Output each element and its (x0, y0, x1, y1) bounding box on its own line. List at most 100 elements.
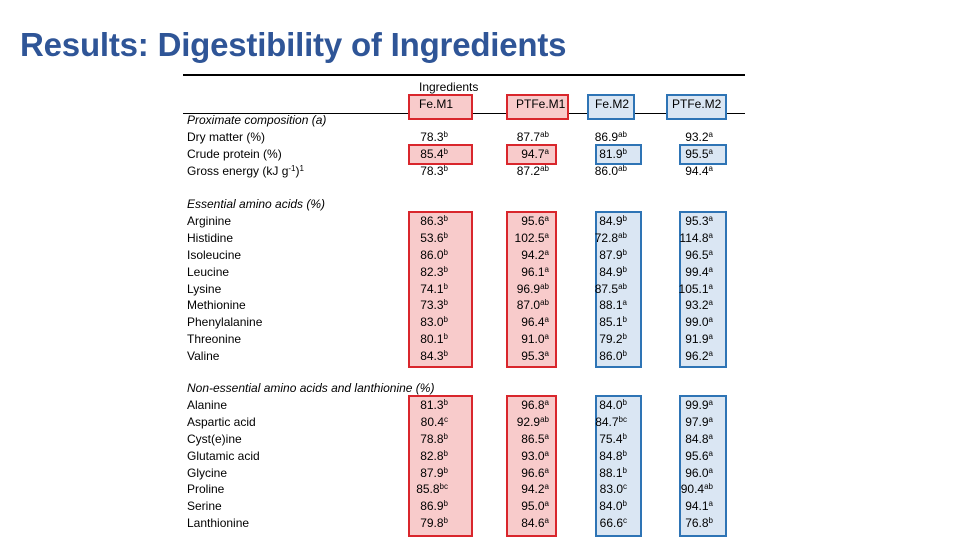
significance-letter: b (443, 315, 448, 325)
value-number: 95.3 (521, 349, 545, 364)
value-number: 79.2 (599, 332, 623, 347)
significance-letter: b (443, 129, 448, 139)
significance-letter: a (544, 264, 549, 274)
row-label: Glycine (187, 465, 227, 482)
significance-letter: b (622, 264, 627, 274)
value-number: 94.1 (685, 499, 709, 514)
nonessential-box-fem1 (408, 395, 473, 537)
row-label-text: Valine (187, 349, 220, 364)
value-number: 74.1 (420, 281, 444, 296)
significance-letter: a (708, 264, 713, 274)
significance-letter: b (443, 349, 448, 359)
row-label-text: Lysine (187, 281, 222, 296)
significance-letter: b (622, 213, 627, 223)
significance-letter: b (622, 465, 627, 475)
value-number: 85.4 (420, 146, 444, 161)
significance-letter: b (443, 264, 448, 274)
column-header: Fe.M2 (595, 97, 630, 111)
nonessential-box-ptfem1 (506, 395, 557, 537)
significance-letter: b (443, 332, 448, 342)
value-number: 94.2 (521, 247, 545, 262)
value-cell: 87.5ab (595, 281, 627, 298)
significance-letter: a (708, 146, 713, 156)
row-label-text: Proline (187, 482, 225, 497)
significance-letter: b (622, 431, 627, 441)
value-cell: 94.2a (521, 481, 549, 498)
row-label-text: Dry matter (%) (187, 129, 265, 144)
value-number: 87.9 (420, 465, 444, 480)
significance-letter: a (544, 448, 549, 458)
row-label-text: Leucine (187, 264, 230, 279)
value-cell: 79.2b (599, 331, 627, 348)
value-number: 73.3 (420, 298, 444, 313)
value-number: 94.4 (685, 163, 709, 178)
value-number: 81.9 (599, 146, 623, 161)
value-number: 82.8 (420, 448, 444, 463)
row-label: Aspartic acid (187, 414, 256, 431)
row-label: Phenylalanine (187, 314, 262, 331)
significance-letter: a (544, 516, 549, 526)
significance-letter: a (708, 247, 713, 257)
value-number: 78.3 (420, 129, 444, 144)
value-cell: 96.1a (521, 264, 549, 281)
significance-letter: c (623, 482, 627, 492)
value-cell: 95.6a (685, 448, 713, 465)
significance-letter: b (443, 281, 448, 291)
significance-letter: a (544, 213, 549, 223)
value-cell: 84.3b (420, 348, 448, 365)
value-number: 86.3 (420, 213, 444, 228)
value-number: 95.0 (521, 499, 545, 514)
significance-letter: c (623, 516, 627, 526)
value-number: 84.6 (521, 516, 545, 531)
significance-letter: ab (540, 414, 549, 424)
value-cell: 86.9ab (595, 129, 627, 146)
row-label-text: Phenylalanine (187, 315, 263, 330)
header-box-fem2 (587, 94, 635, 120)
value-number: 94.2 (521, 482, 545, 497)
significance-letter: a (708, 163, 713, 173)
significance-letter: a (544, 332, 549, 342)
page-title: Results: Digestibility of Ingredients (20, 26, 567, 63)
value-number: 102.5 (514, 230, 545, 245)
significance-letter: b (622, 448, 627, 458)
significance-letter: ab (704, 482, 713, 492)
value-number: 86.0 (594, 163, 619, 178)
value-number: 96.2 (685, 349, 709, 364)
significance-letter: a (544, 247, 549, 257)
value-number: 78.3 (420, 163, 444, 178)
value-number: 84.9 (599, 264, 623, 279)
value-cell: 95.0a (521, 498, 549, 515)
significance-letter: a (708, 414, 713, 424)
value-cell: 66.6c (600, 515, 627, 532)
value-cell: 88.1b (599, 465, 627, 482)
value-cell: 95.3a (521, 348, 549, 365)
significance-letter: b (443, 230, 448, 240)
value-number: 97.9 (685, 414, 709, 429)
value-cell: 87.9b (599, 247, 627, 264)
value-cell: 83.0b (420, 314, 448, 331)
value-cell: 114.8a (679, 230, 713, 247)
value-cell: 84.0b (599, 498, 627, 515)
value-cell: 96.2a (685, 348, 713, 365)
significance-letter: a (544, 230, 549, 240)
value-cell: 74.1b (420, 281, 448, 298)
essential-box-fem2 (595, 211, 642, 368)
value-cell: 86.3b (420, 213, 448, 230)
value-number: 114.8 (679, 230, 709, 245)
value-number: 83.0 (599, 482, 623, 497)
row-label: Lanthionine (187, 515, 249, 532)
significance-letter: b (622, 349, 627, 359)
value-cell: 84.9b (599, 264, 627, 281)
row-label: Methionine (187, 297, 246, 314)
row-label-text: Glutamic acid (187, 448, 260, 463)
value-number: 87.5 (594, 281, 619, 296)
section-heading: Non-essential amino acids and lanthionin… (187, 381, 435, 395)
value-cell: 93.0a (521, 448, 549, 465)
value-cell: 87.7ab (517, 129, 549, 146)
row-label-text: Serine (187, 499, 222, 514)
value-cell: 95.6a (521, 213, 549, 230)
value-cell: 87.9b (420, 465, 448, 482)
row-label-text: Isoleucine (187, 247, 242, 262)
significance-letter: a (708, 213, 713, 223)
value-cell: 95.5a (685, 146, 713, 163)
